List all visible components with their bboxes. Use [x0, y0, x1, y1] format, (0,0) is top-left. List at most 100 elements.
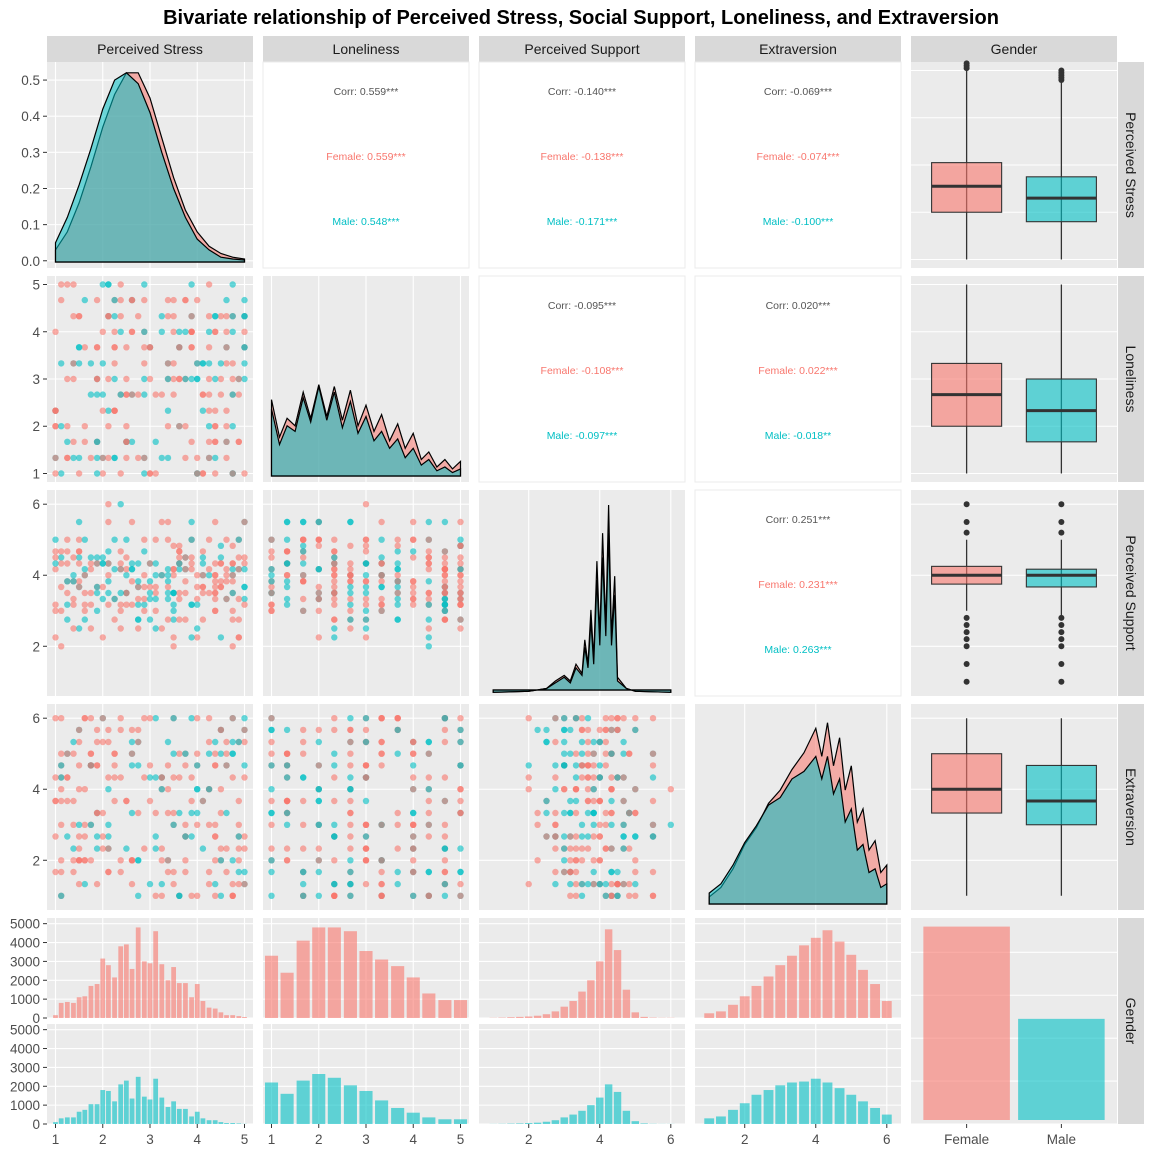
scatter-point [590, 880, 597, 888]
scatter-point [152, 470, 159, 477]
x-tick-label: 6 [883, 1132, 891, 1147]
scatter-point [87, 625, 95, 632]
scatter-point [441, 583, 449, 591]
scatter-point [315, 607, 322, 614]
scatter-point [567, 750, 574, 757]
scatter-point [347, 601, 354, 608]
scatter-point [75, 454, 83, 462]
correlation-male: Male: -0.171*** [547, 216, 618, 228]
scatter-point [235, 857, 242, 864]
scatter-point [567, 845, 574, 852]
scatter-point [70, 281, 77, 288]
scatter-point [331, 880, 338, 888]
scatter-point [117, 391, 124, 398]
scatter-point [608, 809, 615, 817]
scatter-point [182, 328, 189, 335]
scatter-point [182, 616, 189, 623]
scatter-point [75, 880, 83, 888]
scatter-point [217, 554, 225, 561]
scatter-point [93, 554, 101, 561]
scatter-point [425, 892, 432, 899]
scatter-point [70, 738, 77, 746]
scatter-point [123, 601, 130, 608]
histogram-bar-male [312, 1074, 326, 1124]
scatter-point [300, 518, 307, 526]
scatter-point [194, 625, 201, 632]
scatter-point [58, 797, 65, 805]
scatter-point [300, 578, 307, 585]
scatter-point [552, 774, 559, 781]
scatter-point [584, 809, 592, 817]
histogram-bar-female [312, 927, 326, 1018]
scatter-point [608, 715, 615, 722]
scatter-point [93, 438, 101, 445]
scatter-point [99, 738, 107, 746]
histogram-bar-female [212, 1008, 218, 1018]
scatter-point [590, 762, 597, 769]
scatter-point [199, 391, 207, 398]
scatter-point [441, 554, 449, 561]
scatter-point [52, 328, 59, 335]
scatter-point [425, 643, 432, 650]
scatter-point [205, 281, 213, 288]
scatter-point [152, 391, 159, 398]
scatter-point [457, 726, 464, 734]
scatter-point [229, 572, 236, 579]
scatter-point [58, 554, 65, 561]
scatter-point [81, 601, 89, 608]
scatter-point [410, 595, 417, 603]
scatter-point [331, 583, 338, 591]
scatter-point [614, 715, 621, 722]
y-tick-label: 5000 [10, 1023, 40, 1038]
scatter-point [188, 536, 195, 543]
scatter-point [331, 726, 338, 734]
scatter-point [164, 518, 172, 526]
scatter-point [567, 892, 574, 899]
histogram-bar-male [264, 1082, 279, 1124]
histogram-bar-female [453, 1000, 468, 1018]
scatter-point [410, 738, 417, 746]
scatter-point [315, 518, 322, 526]
y-tick-label: 0.3 [21, 145, 40, 160]
scatter-point [117, 313, 124, 320]
scatter-point [578, 726, 586, 734]
scatter-point [212, 470, 219, 477]
x-tick-label: 1 [268, 1132, 276, 1147]
scatter-point [128, 750, 136, 757]
scatter-point [70, 797, 77, 805]
row-strip-0 [1118, 62, 1144, 268]
scatter-point [241, 566, 248, 573]
scatter-point [410, 809, 417, 817]
scatter-point [152, 607, 159, 614]
scatter-point [182, 589, 189, 597]
scatter-point [223, 578, 230, 585]
scatter-point [170, 566, 177, 573]
scatter-point [283, 726, 291, 734]
scatter-point [241, 715, 248, 722]
histogram-bar-male [763, 1090, 774, 1124]
histogram-bar-female [200, 1001, 206, 1018]
scatter-point [70, 625, 77, 632]
scatter-point [135, 625, 142, 632]
y-tick-label: 3000 [10, 954, 40, 969]
histogram-bar-male [147, 1099, 153, 1124]
scatter-point [75, 518, 83, 526]
scatter-point [58, 296, 65, 304]
scatter-point [182, 857, 189, 864]
scatter-point [128, 438, 136, 445]
scatter-point [300, 880, 307, 888]
scatter-point [362, 607, 370, 614]
histogram-bar-female [569, 1001, 577, 1018]
scatter-point [590, 750, 597, 757]
boxplot-outlier [963, 529, 970, 536]
histogram-bar-female [406, 977, 420, 1018]
scatter-point [441, 738, 449, 746]
scatter-point [567, 880, 574, 888]
scatter-point [152, 774, 159, 781]
scatter-point [394, 589, 401, 597]
scatter-point [229, 328, 236, 335]
scatter-point [315, 786, 322, 793]
scatter-point [331, 762, 338, 769]
scatter-point [58, 560, 65, 567]
scatter-point [229, 281, 236, 288]
